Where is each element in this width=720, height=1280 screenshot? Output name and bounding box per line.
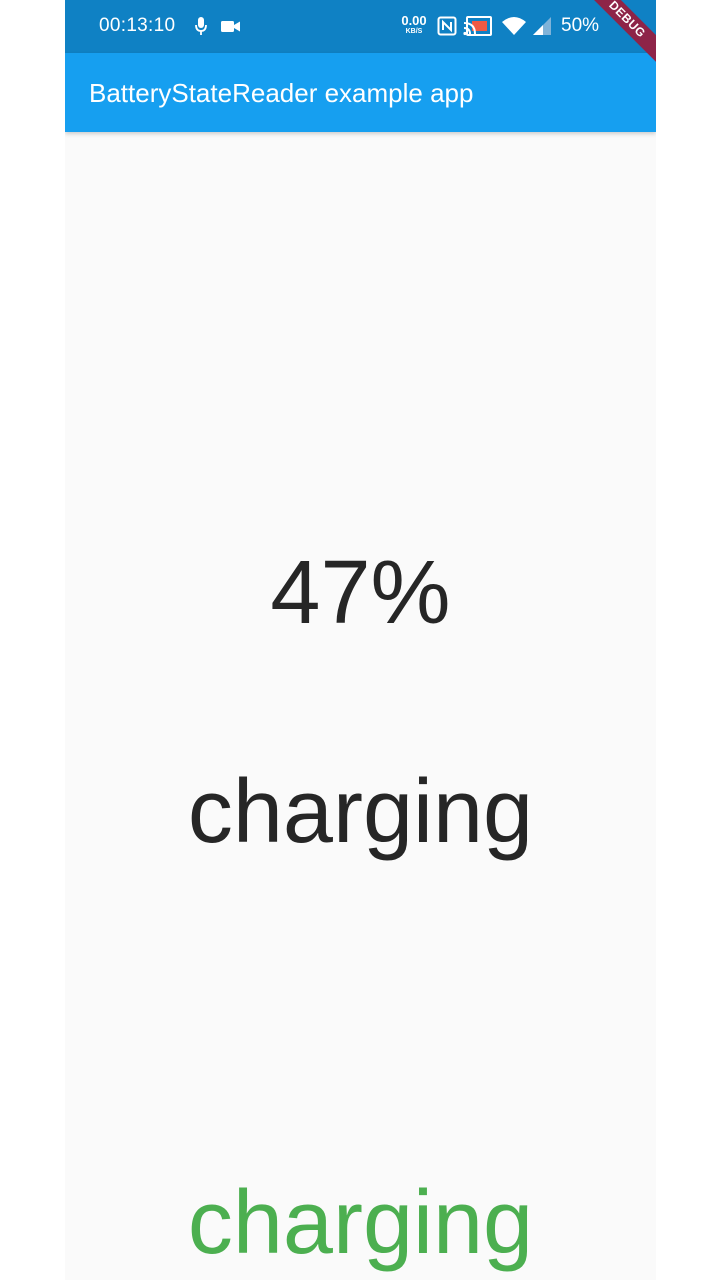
network-speed: 0.00 KB/S [401, 14, 427, 35]
battery-state-text: charging [187, 762, 534, 862]
signal-icon [533, 17, 551, 35]
app-title: BatteryStateReader example app [89, 78, 474, 108]
battery-level-text: 47% [270, 543, 451, 643]
wifi-icon [502, 17, 526, 35]
mic-icon [195, 17, 207, 35]
battery-percent: 50% [561, 15, 600, 36]
phone-screen: 00:13:10 0.00 KB/S [65, 0, 656, 1280]
cast-icon [463, 16, 492, 36]
app-bar: BatteryStateReader example app [65, 53, 656, 132]
status-time: 00:13:10 [99, 15, 176, 36]
video-camera-icon [221, 21, 240, 32]
network-speed-value: 0.00 [401, 13, 427, 28]
nfc-icon [437, 16, 457, 36]
network-speed-unit: KB/S [405, 28, 423, 35]
battery-state-stream-text: charging [187, 1173, 534, 1273]
status-bar: 00:13:10 0.00 KB/S [65, 0, 656, 53]
